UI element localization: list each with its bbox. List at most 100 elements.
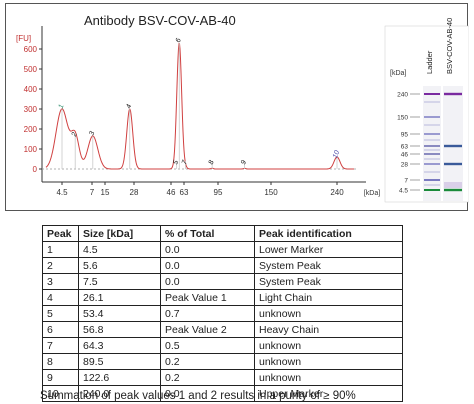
percent-cell: Peak Value 1: [160, 289, 255, 306]
ladder-band: [424, 153, 440, 155]
identification-cell: System Peak: [254, 273, 403, 290]
header-identification: Peak identification: [254, 225, 403, 242]
ladder-band-minor: [424, 171, 440, 173]
peak-number-cell: 2: [42, 257, 79, 274]
percent-cell: 0.0: [160, 273, 255, 290]
percent-cell: 0.7: [160, 305, 255, 322]
peak-label: 1: [58, 103, 66, 109]
y-tick-label: 100: [24, 145, 38, 154]
peak-label: 4: [125, 103, 133, 109]
table-body: 1 4.5 0.0 Lower Marker 2 5.6 0.0 System Peak 3 7.…: [42, 241, 403, 402]
y-tick-label: 0: [33, 165, 38, 174]
table-header-row: Peak Size [kDa] % of Total Peak identifi…: [42, 225, 403, 242]
x-tick-label: 95: [214, 188, 223, 197]
ladder-band: [424, 189, 440, 191]
x-tick-label: 46: [167, 188, 176, 197]
ladder-band-minor: [424, 101, 440, 103]
identification-cell: unknown: [254, 353, 403, 370]
x-tick-label: 240: [330, 188, 344, 197]
ladder-band-minor: [424, 184, 440, 186]
peak-number-cell: 9: [42, 369, 79, 386]
y-tick-label: 200: [24, 125, 38, 134]
y-tick-label: 500: [24, 65, 38, 74]
y-tick-label: 600: [24, 45, 38, 54]
gel-y-label: [kDa]: [390, 70, 406, 77]
sample-band: [444, 162, 462, 166]
peak-number-cell: 8: [42, 353, 79, 370]
table-row: 1 4.5 0.0 Lower Marker: [42, 241, 403, 258]
peak-label: 5: [172, 159, 180, 165]
size-cell: 5.6: [78, 257, 161, 274]
gel-lane-header: BSV-COV-AB-40: [445, 18, 454, 74]
peak-number-cell: 6: [42, 321, 79, 338]
percent-cell: 0.2: [160, 369, 255, 386]
size-cell: 7.5: [78, 273, 161, 290]
size-cell: 26.1: [78, 289, 161, 306]
x-tick-label: 7: [90, 188, 95, 197]
x-tick-label: 15: [101, 188, 110, 197]
size-cell: 89.5: [78, 353, 161, 370]
peak-table-wrap: Peak Size [kDa] % of Total Peak identifi…: [42, 225, 403, 402]
gel-lane-header: Ladder: [425, 50, 434, 74]
percent-cell: Peak Value 2: [160, 321, 255, 338]
percent-cell: 0.5: [160, 337, 255, 354]
x-tick-label: 150: [264, 188, 278, 197]
sample-band: [444, 144, 462, 148]
table-row: 10 240.0 0.0 Upper Marker: [42, 385, 403, 402]
identification-cell: System Peak: [254, 257, 403, 274]
sample-smear: [444, 182, 462, 188]
size-cell: 4.5: [78, 241, 161, 258]
peak-label: 9: [240, 159, 248, 165]
size-cell: 122.6: [78, 369, 161, 386]
size-cell: 53.4: [78, 305, 161, 322]
peak-label: 8: [208, 159, 216, 165]
electropherogram-svg: Antibody BSV-COV-AB-40 [FU] 0 100 200 300 400 5…: [16, 13, 469, 203]
table-row: 2 5.6 0.0 System Peak: [42, 257, 403, 274]
identification-cell: Lower Marker: [254, 241, 403, 258]
peak-number-cell: 10: [42, 385, 79, 402]
sample-band: [444, 92, 462, 96]
header-peak: Peak: [42, 225, 79, 242]
identification-cell: unknown: [254, 337, 403, 354]
ladder-band: [424, 163, 440, 165]
percent-cell: 0.0: [160, 385, 255, 402]
ladder-band: [424, 93, 440, 95]
electropherogram-trace: [45, 42, 354, 170]
gel-marker-label: 63: [401, 144, 409, 151]
ladder-band-minor: [424, 139, 440, 141]
y-axis-label: [FU]: [16, 34, 31, 43]
peak-label: 3: [88, 130, 96, 136]
identification-cell: Heavy Chain: [254, 321, 403, 338]
ladder-lane-bg: [423, 86, 441, 201]
gel-marker-label: 7: [404, 178, 408, 185]
percent-cell: 0.0: [160, 257, 255, 274]
sample-band: [444, 188, 462, 192]
purity-note: Summation of peak values 1 and 2 results…: [40, 390, 356, 402]
ladder-band: [424, 116, 440, 118]
identification-cell: unknown: [254, 305, 403, 322]
peak-number-cell: 5: [42, 305, 79, 322]
gel-marker-label: 240: [397, 92, 408, 99]
peak-number-cell: 3: [42, 273, 79, 290]
ladder-band: [424, 145, 440, 147]
gel-marker-label: 150: [397, 115, 408, 122]
peak-label: 6: [175, 37, 183, 43]
peak-label: 7: [181, 158, 189, 165]
sample-lane-bg: [443, 86, 463, 201]
peak-number-cell: 7: [42, 337, 79, 354]
gel-marker-label: 46: [401, 152, 409, 159]
table-row: 8 89.5 0.2 unknown: [42, 353, 403, 370]
table-row: 9 122.6 0.2 unknown: [42, 369, 403, 386]
peak-label: 2: [70, 131, 78, 138]
percent-cell: 0.0: [160, 241, 255, 258]
peak-number-cell: 4: [42, 289, 79, 306]
ladder-band: [424, 179, 440, 181]
gel-marker-label: 28: [401, 162, 409, 169]
ladder-band-minor: [424, 149, 440, 151]
percent-cell: 0.2: [160, 353, 255, 370]
table-row: 3 7.5 0.0 System Peak: [42, 273, 403, 290]
gel-marker-label: 4.5: [399, 188, 408, 195]
size-cell: 64.3: [78, 337, 161, 354]
table-row: 5 53.4 0.7 unknown: [42, 305, 403, 322]
x-tick-label: 63: [180, 188, 189, 197]
